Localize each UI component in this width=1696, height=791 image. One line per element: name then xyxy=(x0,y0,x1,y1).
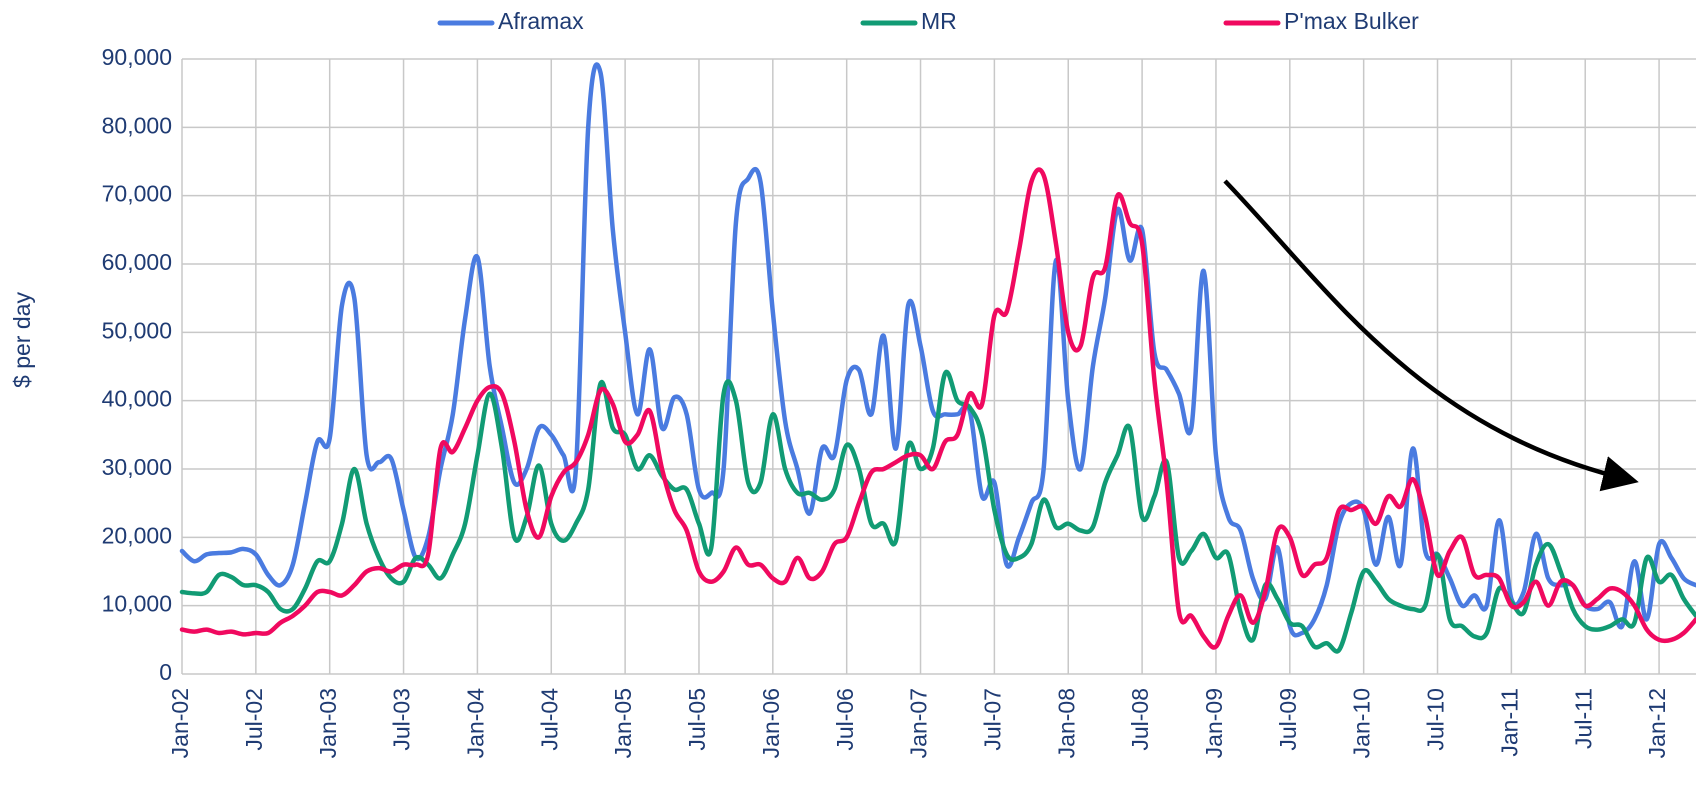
x-tick-label: Jul-05 xyxy=(684,688,710,751)
series-line xyxy=(179,62,1696,638)
x-tick-label: Jan-12 xyxy=(1644,688,1670,758)
y-tick-label: 60,000 xyxy=(102,249,172,275)
x-tick-label: Jul-04 xyxy=(536,688,562,751)
y-axis-label: $ per day xyxy=(9,292,35,388)
x-tick-label: Jan-04 xyxy=(462,688,488,759)
y-tick-label: 30,000 xyxy=(102,454,172,480)
y-tick-label: 20,000 xyxy=(102,522,172,548)
x-tick-label: Jul-06 xyxy=(832,688,858,751)
x-tick-label: Jul-10 xyxy=(1423,688,1449,751)
y-tick-label: 0 xyxy=(159,659,172,685)
y-tick-label: 40,000 xyxy=(102,386,172,412)
legend-label: Aframax xyxy=(498,8,584,34)
x-tick-label: Jan-09 xyxy=(1201,688,1227,758)
x-tick-label: Jan-06 xyxy=(758,688,784,758)
x-tick-label: Jan-02 xyxy=(167,688,193,758)
y-tick-label: 90,000 xyxy=(102,44,172,70)
y-tick-label: 80,000 xyxy=(102,112,172,138)
x-tick-label: Jan-03 xyxy=(315,688,341,758)
x-tick-label: Jan-08 xyxy=(1053,688,1079,758)
x-tick-label: Jul-09 xyxy=(1275,688,1301,751)
x-tick-label: Jan-05 xyxy=(610,688,636,758)
x-tick-label: Jul-11 xyxy=(1570,688,1596,749)
y-tick-label: 70,000 xyxy=(102,181,172,207)
x-tick-label: Jan-11 xyxy=(1496,688,1522,757)
x-tick-label: Jul-03 xyxy=(389,688,415,751)
series-line xyxy=(179,369,1696,654)
series-line xyxy=(179,167,1696,650)
y-tick-label: 10,000 xyxy=(102,591,172,617)
x-tick-label: Jan-10 xyxy=(1349,688,1375,758)
y-tick-label: 50,000 xyxy=(102,317,172,343)
x-tick-label: Jul-07 xyxy=(979,688,1005,751)
legend-label: MR xyxy=(921,8,957,34)
x-tick-label: Jul-08 xyxy=(1127,688,1153,751)
x-tick-label: Jan-07 xyxy=(906,688,932,758)
legend-label: P'max Bulker xyxy=(1284,8,1419,34)
trend-arrow xyxy=(1223,179,1639,492)
x-tick-label: Jul-02 xyxy=(241,688,267,751)
